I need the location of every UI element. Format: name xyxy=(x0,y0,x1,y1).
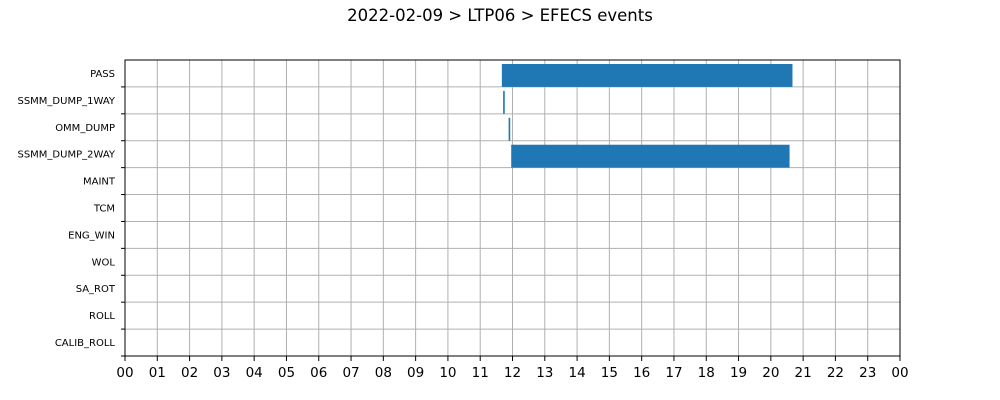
y-tick-label: SSMM_DUMP_2WAY xyxy=(17,150,115,161)
x-axis-ticks: 00 01 02 03 04 05 06 07 08 09 10 11 12 13 14 15 16 17 18 19… xyxy=(116,356,909,381)
event-bar xyxy=(501,64,793,87)
y-tick-label: MAINT xyxy=(83,177,116,188)
x-tick-label: 18 xyxy=(698,365,715,381)
x-tick-label: 14 xyxy=(568,365,585,381)
x-tick-label: 19 xyxy=(730,365,747,381)
x-tick-label: 06 xyxy=(310,365,327,381)
x-tick-label: 00 xyxy=(891,365,908,381)
x-tick-label: 09 xyxy=(407,365,424,381)
y-tick-label: ENG_WIN xyxy=(68,230,115,241)
x-tick-label: 01 xyxy=(149,365,166,381)
y-tick-label: WOL xyxy=(92,257,116,268)
x-tick-label: 16 xyxy=(633,365,650,381)
y-axis-ticks: PASS SSMM_DUMP_1WAY OMM_DUMP SSMM_DUMP_2WAY… xyxy=(17,69,125,357)
x-tick-label: 20 xyxy=(762,365,779,381)
x-tick-label: 08 xyxy=(375,365,392,381)
x-tick-label: 17 xyxy=(665,365,682,381)
y-tick-label: OMM_DUMP xyxy=(55,123,115,134)
x-tick-label: 07 xyxy=(342,365,359,381)
y-tick-label: SSMM_DUMP_1WAY xyxy=(17,96,115,107)
x-tick-label: 04 xyxy=(246,365,263,381)
x-tick-label: 12 xyxy=(504,365,521,381)
x-tick-label: 05 xyxy=(278,365,295,381)
event-bar xyxy=(503,90,505,114)
x-tick-label: 22 xyxy=(827,365,844,381)
grid-lines xyxy=(125,60,900,356)
x-tick-label: 00 xyxy=(116,365,133,381)
y-tick-label: TCM xyxy=(93,204,115,215)
chart-title: 2022-02-09 > LTP06 > EFECS events xyxy=(347,6,653,25)
x-tick-label: 21 xyxy=(795,365,812,381)
event-bars xyxy=(501,64,793,168)
x-tick-label: 15 xyxy=(601,365,618,381)
x-tick-label: 02 xyxy=(181,365,198,381)
x-tick-label: 13 xyxy=(536,365,553,381)
event-bar xyxy=(508,117,511,141)
x-tick-label: 11 xyxy=(472,365,489,381)
event-bar xyxy=(511,144,790,168)
y-tick-label: CALIB_ROLL xyxy=(55,338,116,349)
x-tick-label: 10 xyxy=(439,365,456,381)
y-tick-label: PASS xyxy=(90,69,115,80)
y-tick-label: ROLL xyxy=(89,311,115,322)
y-tick-label: SA_ROT xyxy=(76,284,116,295)
x-tick-label: 03 xyxy=(213,365,230,381)
x-tick-label: 23 xyxy=(859,365,876,381)
